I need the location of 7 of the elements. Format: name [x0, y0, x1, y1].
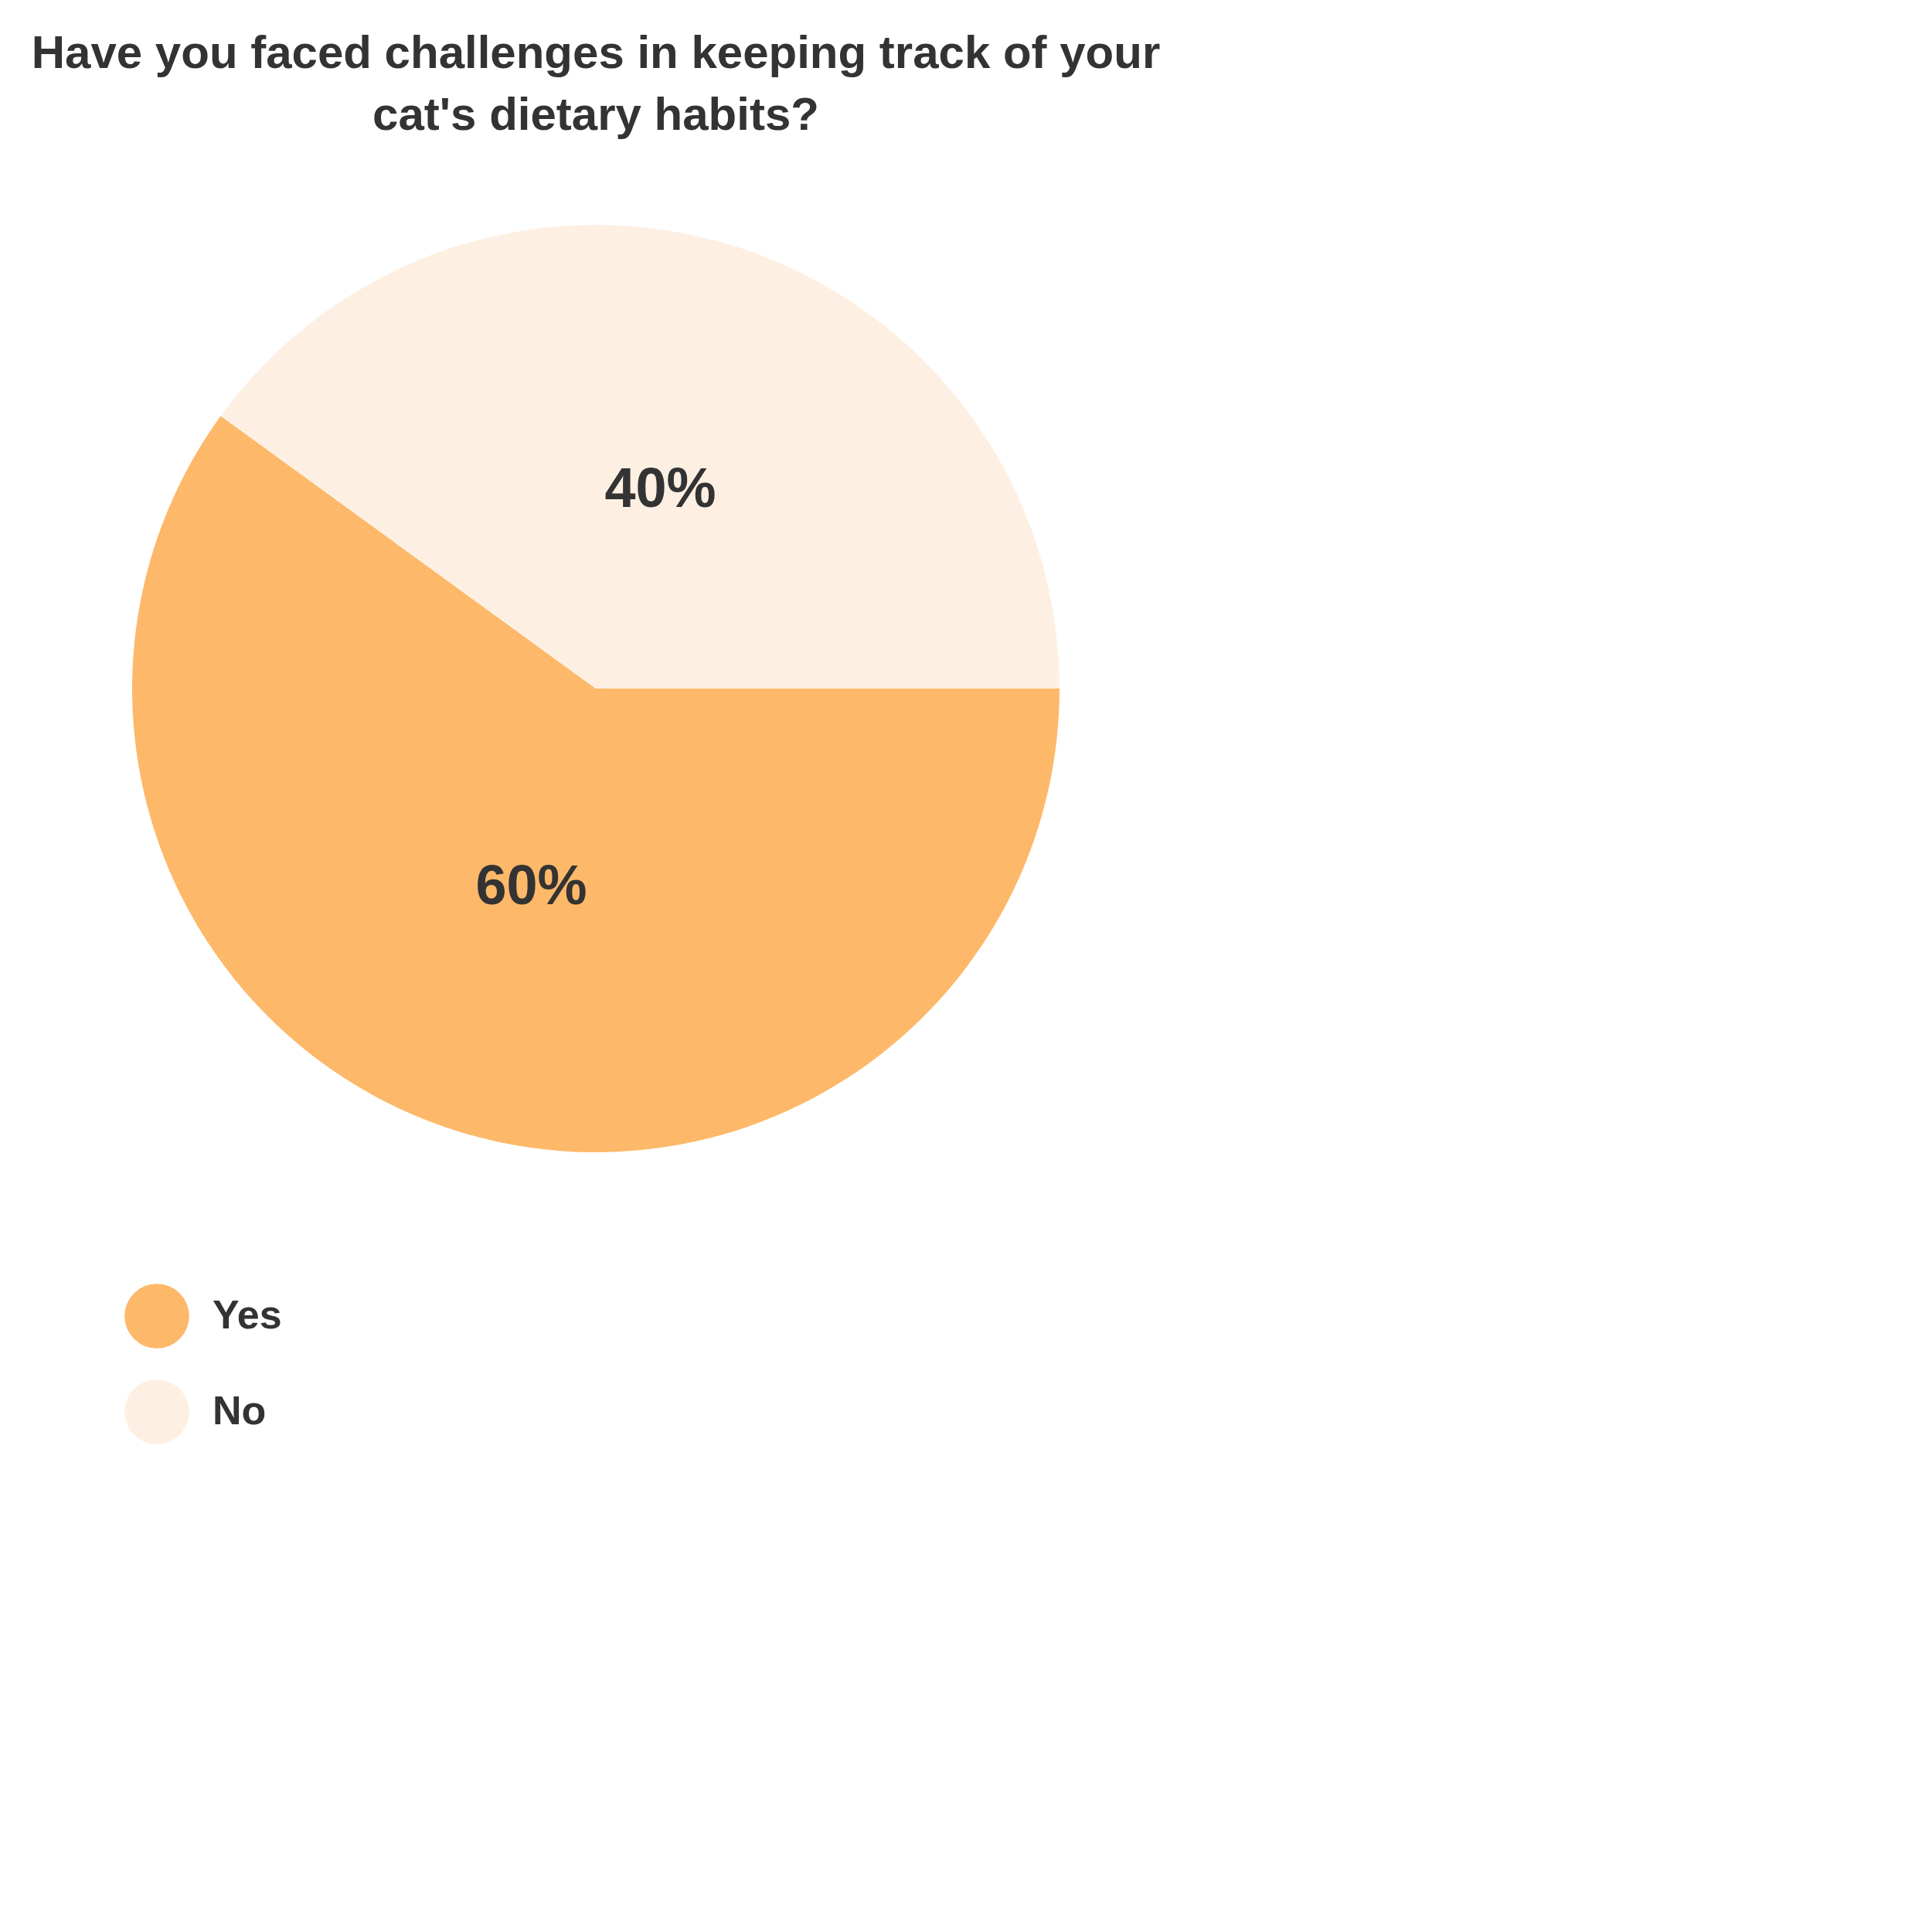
legend-label: No	[213, 1388, 267, 1433]
data-label: 60%	[475, 853, 587, 916]
legend-label: Yes	[213, 1292, 282, 1337]
data-label: 40%	[604, 457, 716, 519]
chart-title: Have you faced challenges in keeping track of your cat's dietary habits?	[31, 26, 1161, 140]
pie-slice	[220, 226, 1060, 689]
pie-slice	[132, 416, 1060, 1152]
